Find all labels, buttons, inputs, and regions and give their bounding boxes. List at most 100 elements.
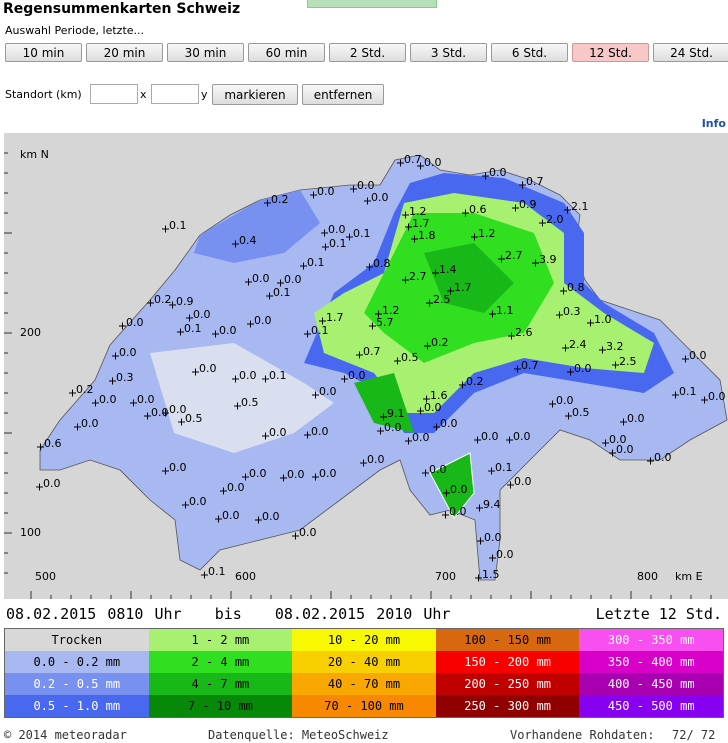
- station-value: 3.2: [606, 340, 624, 353]
- legend-cell: 0.2 - 0.5 mm: [5, 673, 149, 695]
- remove-button[interactable]: entfernen: [302, 84, 384, 105]
- y-input[interactable]: [151, 84, 199, 104]
- station-value: 0.0: [367, 453, 385, 466]
- station-value: 0.0: [193, 308, 211, 321]
- station-marker: [411, 235, 418, 243]
- station-marker: [277, 279, 284, 287]
- station-value: 0.5: [241, 396, 259, 409]
- station-value: 0.0: [254, 314, 272, 327]
- precip-area: [429, 452, 475, 519]
- precip-area: [424, 243, 514, 313]
- station-value: 0.8: [567, 281, 585, 294]
- raw-value: 72/ 72: [672, 728, 716, 742]
- station-value: 1.7: [326, 311, 344, 324]
- station-value: 0.0: [43, 477, 61, 490]
- period-label: Letzte 12 Std.: [595, 605, 722, 623]
- station-value: 0.0: [489, 166, 507, 179]
- station-value: 1.4: [439, 263, 457, 276]
- legend-cell: 300 - 350 mm: [579, 629, 723, 651]
- station-value: 2.0: [546, 213, 564, 226]
- station-value: 0.0: [319, 385, 337, 398]
- station-marker: [242, 473, 249, 481]
- station-marker: [422, 469, 429, 477]
- station-value: 0.0: [311, 425, 329, 438]
- period-button[interactable]: 2 Std.: [329, 43, 406, 62]
- station-marker: [433, 423, 440, 431]
- mark-button[interactable]: markieren: [212, 84, 298, 105]
- station-marker: [178, 418, 185, 426]
- x-label: 800: [637, 570, 658, 583]
- x-input[interactable]: [90, 84, 138, 104]
- period-text: 08.02.2015 0810 Uhr bis 08.02.2015 2010 …: [6, 605, 450, 623]
- station-value: 0.0: [262, 510, 280, 523]
- station-value: 0.0: [249, 467, 267, 480]
- legend-cell: 0.5 - 1.0 mm: [5, 695, 149, 717]
- station-value: 2.7: [505, 249, 523, 262]
- station-value: 0.2: [466, 375, 484, 388]
- station-value: 0.3: [563, 305, 581, 318]
- station-value: 9.4: [483, 498, 501, 511]
- station-value: 0.0: [137, 393, 155, 406]
- station-marker: [319, 317, 326, 325]
- station-marker: [162, 409, 169, 417]
- station-marker: [364, 197, 371, 205]
- station-value: 0.7: [404, 153, 422, 166]
- station-marker: [462, 209, 469, 217]
- station-marker: [672, 391, 679, 399]
- legend-cell: 0.0 - 0.2 mm: [5, 651, 149, 673]
- station-value: 1.7: [412, 217, 430, 230]
- station-value: 0.0: [609, 433, 627, 446]
- station-value: 0.0: [371, 191, 389, 204]
- station-value: 0.0: [348, 369, 366, 382]
- station-marker: [377, 427, 384, 435]
- station-marker: [489, 554, 496, 562]
- station-marker: [192, 368, 199, 376]
- period-button[interactable]: 3 Std.: [410, 43, 487, 62]
- period-button[interactable]: 20 min: [86, 43, 163, 62]
- y-label: 200: [20, 326, 41, 339]
- station-value: 0.0: [449, 505, 467, 518]
- period-button[interactable]: 10 min: [5, 43, 82, 62]
- period-button[interactable]: 12 Std.: [572, 43, 649, 62]
- legend-cell: 400 - 450 mm: [579, 673, 723, 695]
- station-value: 0.0: [319, 467, 337, 480]
- station-marker: [169, 301, 176, 309]
- station-value: 0.6: [469, 203, 487, 216]
- station-marker: [508, 332, 515, 340]
- period-button[interactable]: 6 Std.: [491, 43, 568, 62]
- period-button[interactable]: 30 min: [167, 43, 244, 62]
- y-label: 100: [20, 526, 41, 539]
- station-marker: [162, 467, 169, 475]
- station-marker: [304, 431, 311, 439]
- period-button[interactable]: 60 min: [248, 43, 325, 62]
- station-value: 0.0: [239, 369, 257, 382]
- station-value: 0.0: [616, 443, 634, 456]
- station-value: 0.0: [219, 324, 237, 337]
- station-value: 0.0: [199, 362, 217, 375]
- info-link[interactable]: Info: [701, 117, 726, 130]
- station-marker: [539, 219, 546, 227]
- x-label: 500: [35, 570, 56, 583]
- station-value: 0.1: [169, 219, 187, 232]
- legend-cell: 200 - 250 mm: [435, 673, 580, 695]
- station-marker: [112, 352, 119, 360]
- station-value: 0.0: [222, 509, 240, 522]
- station-marker: [74, 423, 81, 431]
- station-marker: [350, 185, 357, 193]
- station-value: 0.0: [169, 461, 187, 474]
- station-marker: [92, 399, 99, 407]
- station-marker: [186, 314, 193, 322]
- station-value: 1.0: [594, 313, 612, 326]
- station-marker: [602, 439, 609, 447]
- station-marker: [471, 233, 478, 241]
- station-marker: [565, 412, 572, 420]
- station-marker: [549, 400, 556, 408]
- station-marker: [292, 532, 299, 540]
- station-marker: [177, 328, 184, 336]
- station-value: 0.0: [514, 475, 532, 488]
- period-button[interactable]: 24 Std.: [653, 43, 728, 62]
- station-marker: [366, 263, 373, 271]
- station-marker: [201, 571, 208, 579]
- legend-cell: 70 - 100 mm: [292, 695, 436, 717]
